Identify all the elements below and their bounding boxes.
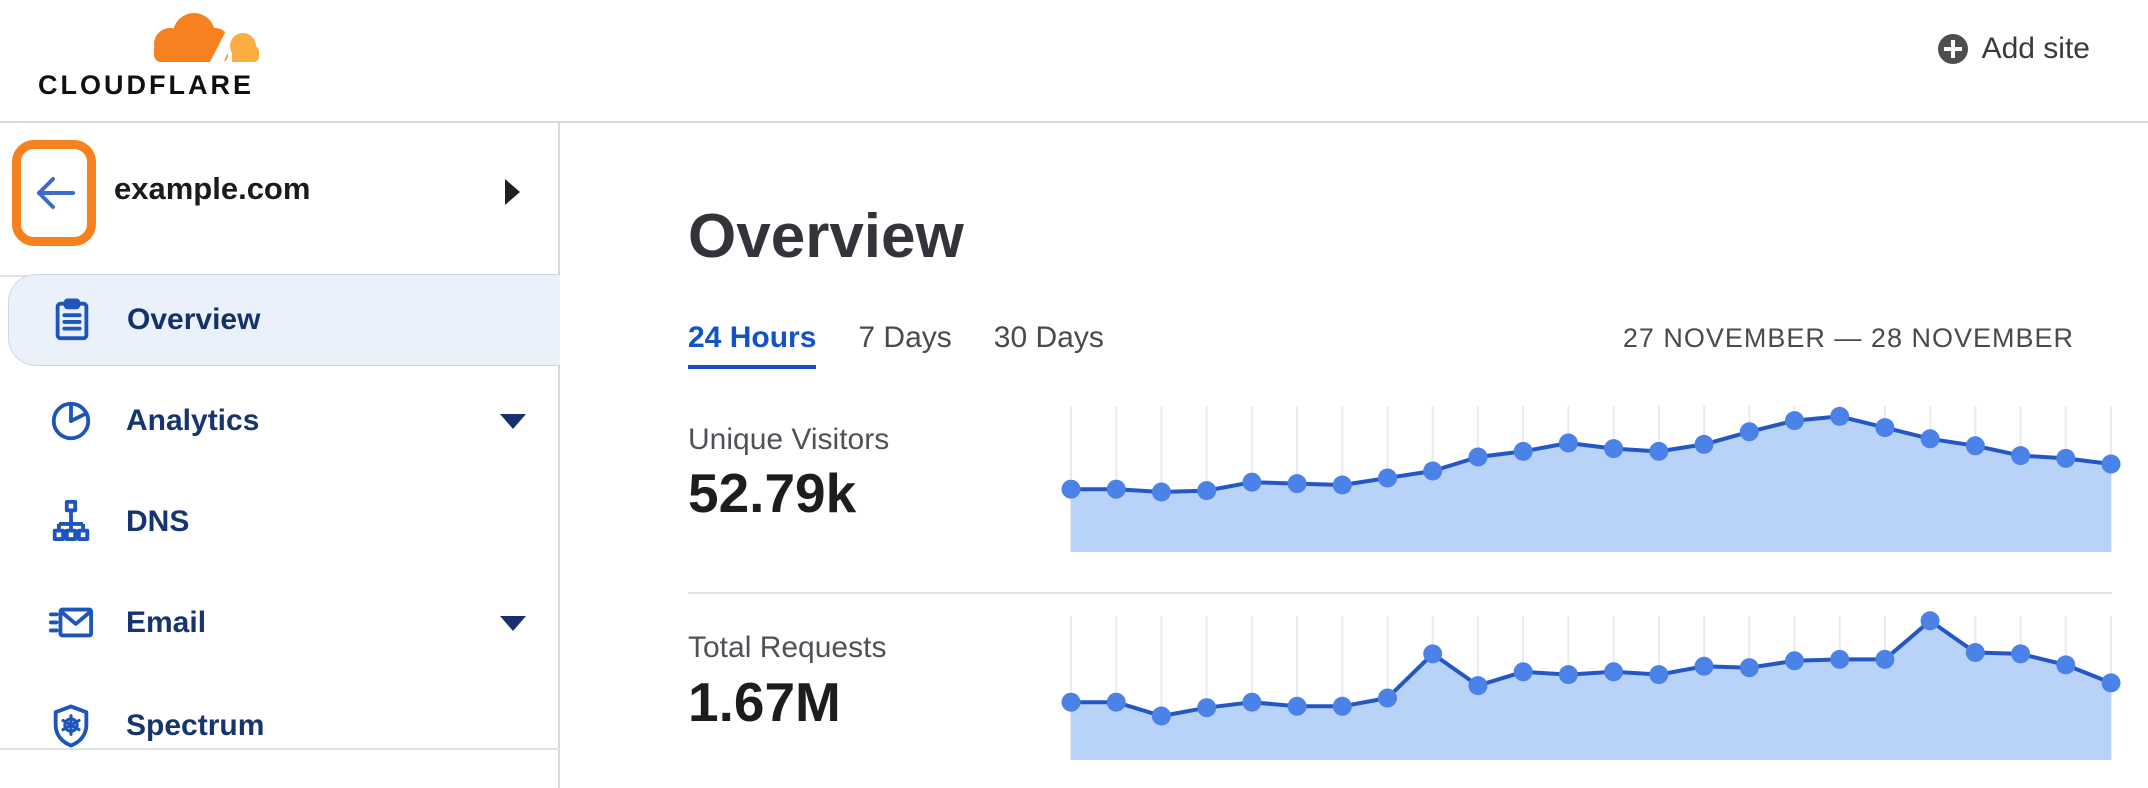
back-arrow-icon [37, 177, 75, 209]
data-point[interactable] [1106, 479, 1126, 499]
plus-circle-icon [1937, 34, 1968, 64]
data-point[interactable] [1423, 644, 1443, 664]
data-point[interactable] [1830, 649, 1850, 669]
data-point[interactable] [1558, 433, 1578, 453]
sidebar: example.com Overview Analytics [0, 123, 560, 788]
sidebar-item-label: Email [126, 606, 207, 639]
data-point[interactable] [1830, 406, 1850, 426]
area-fill [1071, 620, 2111, 760]
chevron-down-icon[interactable] [500, 615, 526, 631]
email-icon [48, 607, 94, 638]
data-point[interactable] [2011, 446, 2031, 466]
data-point[interactable] [1378, 688, 1397, 708]
cloudflare-logo[interactable]: CLOUDFLARE [26, 8, 266, 104]
data-point[interactable] [1785, 411, 1804, 431]
data-point[interactable] [1965, 436, 1985, 456]
unique-visitors-chart[interactable] [1061, 402, 2121, 552]
data-point[interactable] [2101, 673, 2121, 693]
time-range-tabs: 24 Hours 7 Days 30 Days 27 NOVEMBER — 28… [688, 321, 2112, 369]
data-point[interactable] [2056, 448, 2076, 468]
metric-value-total-requests: 1.67M [688, 671, 841, 733]
data-point[interactable] [1061, 479, 1081, 499]
data-point[interactable] [1287, 474, 1307, 494]
total-requests-chart[interactable] [1061, 611, 2121, 760]
metric-label-unique-visitors: Unique Visitors [688, 423, 890, 456]
area-chart [1061, 611, 2121, 760]
shield-icon [53, 704, 89, 748]
data-point[interactable] [1604, 439, 1624, 459]
data-point[interactable] [1513, 441, 1533, 461]
data-point[interactable] [1468, 676, 1488, 696]
data-point[interactable] [1649, 665, 1669, 685]
data-point[interactable] [1468, 447, 1488, 467]
sidebar-item-email[interactable]: Email [0, 577, 560, 669]
data-point[interactable] [1151, 706, 1171, 726]
data-point[interactable] [1378, 468, 1397, 488]
area-fill [1071, 416, 2111, 552]
cloudflare-wordmark: CLOUDFLARE [38, 70, 254, 100]
data-point[interactable] [1151, 482, 1171, 502]
tab-30-days[interactable]: 30 Days [993, 321, 1104, 354]
pie-chart-icon [51, 401, 91, 441]
data-point[interactable] [1739, 658, 1759, 678]
data-point[interactable] [1197, 698, 1217, 718]
sidebar-item-label: Analytics [126, 404, 260, 437]
data-point[interactable] [1332, 696, 1352, 716]
data-point[interactable] [1287, 696, 1307, 716]
sidebar-divider-bottom [0, 748, 560, 750]
data-point[interactable] [1694, 434, 1714, 454]
main-content: Overview 24 Hours 7 Days 30 Days 27 NOVE… [562, 123, 2148, 788]
add-site-button[interactable]: Add site [1937, 32, 2090, 66]
area-chart [1061, 406, 2121, 552]
sidebar-item-label: DNS [126, 505, 190, 538]
metric-label-total-requests: Total Requests [688, 631, 887, 664]
sidebar-item-label: Spectrum [126, 709, 265, 742]
site-name: example.com [114, 171, 311, 206]
section-divider [688, 592, 2112, 594]
data-point[interactable] [1332, 475, 1352, 495]
data-point[interactable] [1965, 643, 1985, 662]
data-point[interactable] [1920, 611, 1940, 631]
tab-24-hours[interactable]: 24 Hours [688, 321, 817, 369]
date-range-label: 27 NOVEMBER — 28 NOVEMBER [1622, 323, 2074, 353]
data-point[interactable] [1694, 656, 1714, 676]
data-point[interactable] [1242, 472, 1262, 492]
add-site-label: Add site [1981, 32, 2090, 65]
data-point[interactable] [1061, 692, 1081, 712]
data-point[interactable] [1106, 692, 1126, 712]
page-title: Overview [688, 202, 964, 271]
data-point[interactable] [1739, 422, 1759, 442]
data-point[interactable] [1423, 461, 1443, 481]
back-button[interactable] [12, 140, 96, 246]
chevron-down-icon[interactable] [500, 413, 526, 429]
data-point[interactable] [1920, 429, 1940, 449]
data-point[interactable] [1875, 649, 1895, 669]
sidebar-item-label: Overview [127, 303, 261, 336]
cloudflare-cloud-icon [154, 10, 259, 66]
data-point[interactable] [1558, 665, 1578, 685]
sidebar-item-spectrum[interactable]: Spectrum [0, 680, 560, 772]
site-selector-row: example.com [0, 123, 560, 275]
sidebar-item-analytics[interactable]: Analytics [0, 375, 560, 467]
data-point[interactable] [1785, 651, 1804, 671]
data-point[interactable] [2101, 454, 2121, 474]
tab-7-days[interactable]: 7 Days [858, 321, 952, 354]
data-point[interactable] [1649, 441, 1669, 461]
clipboard-icon [55, 298, 89, 341]
sidebar-item-dns[interactable]: DNS [0, 476, 560, 568]
data-point[interactable] [1197, 481, 1217, 501]
data-point[interactable] [1604, 662, 1624, 682]
dns-tree-icon [52, 499, 90, 541]
site-expand-chevron-icon[interactable] [505, 179, 520, 205]
top-header: CLOUDFLARE Add site [0, 0, 2148, 123]
data-point[interactable] [2056, 655, 2076, 675]
data-point[interactable] [1513, 662, 1533, 682]
data-point[interactable] [2011, 644, 2031, 664]
data-point[interactable] [1875, 418, 1895, 438]
sidebar-item-overview[interactable]: Overview [8, 274, 560, 366]
data-point[interactable] [1242, 692, 1262, 712]
metric-value-unique-visitors: 52.79k [688, 462, 857, 524]
